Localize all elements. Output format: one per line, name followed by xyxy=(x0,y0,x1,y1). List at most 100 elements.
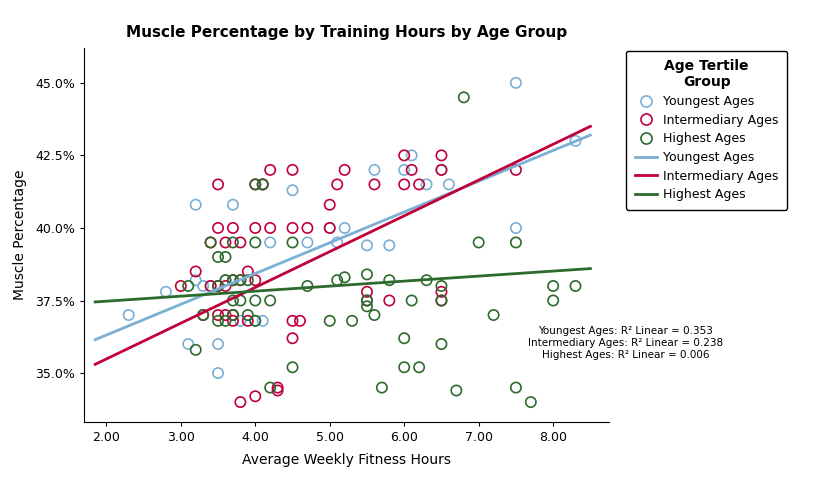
Point xyxy=(234,276,247,284)
Point xyxy=(301,282,314,290)
Point xyxy=(569,282,582,290)
Point xyxy=(524,398,538,406)
Point xyxy=(181,282,195,290)
Point xyxy=(435,340,449,348)
Point xyxy=(397,166,411,174)
Point xyxy=(241,276,255,284)
Point xyxy=(397,152,411,159)
Point xyxy=(405,152,418,159)
Point xyxy=(264,297,277,304)
Point xyxy=(330,276,344,284)
Point xyxy=(249,297,262,304)
Point xyxy=(249,180,262,188)
Point xyxy=(234,297,247,304)
Point xyxy=(368,311,381,319)
Point xyxy=(264,224,277,232)
Point xyxy=(212,224,225,232)
Point xyxy=(360,288,374,296)
Point xyxy=(270,386,284,394)
Point xyxy=(226,311,239,319)
Text: Muscle Percentage by Training Hours by Age Group: Muscle Percentage by Training Hours by A… xyxy=(126,25,567,40)
Point xyxy=(360,297,374,304)
Point xyxy=(449,386,463,394)
Point xyxy=(189,276,202,284)
Point xyxy=(212,340,225,348)
Point xyxy=(226,297,239,304)
Point xyxy=(218,311,232,319)
Point xyxy=(212,282,225,290)
Point xyxy=(256,180,270,188)
Point xyxy=(547,297,560,304)
Point xyxy=(226,276,239,284)
Point xyxy=(212,180,225,188)
Point xyxy=(226,317,239,324)
Point xyxy=(330,239,344,246)
Point xyxy=(160,288,173,296)
Point xyxy=(189,268,202,276)
Point xyxy=(286,363,299,371)
Point xyxy=(286,317,299,324)
Point xyxy=(382,297,396,304)
Point xyxy=(301,224,314,232)
Point xyxy=(204,282,218,290)
Point xyxy=(234,276,247,284)
Point xyxy=(226,239,239,246)
Point xyxy=(286,335,299,342)
Point xyxy=(234,398,247,406)
Point xyxy=(323,317,337,324)
Point xyxy=(174,282,187,290)
Point xyxy=(264,384,277,391)
Point xyxy=(270,384,284,391)
Point xyxy=(382,276,396,284)
Point xyxy=(397,335,411,342)
Point xyxy=(197,311,210,319)
Point xyxy=(218,253,232,261)
Point xyxy=(226,276,239,284)
Point xyxy=(435,297,449,304)
Point xyxy=(234,317,247,324)
X-axis label: Average Weekly Fitness Hours: Average Weekly Fitness Hours xyxy=(242,453,451,467)
Point xyxy=(181,340,195,348)
Point xyxy=(397,363,411,371)
Point xyxy=(286,166,299,174)
Point xyxy=(197,311,210,319)
Point xyxy=(323,201,337,209)
Point xyxy=(435,282,449,290)
Point xyxy=(204,239,218,246)
Point xyxy=(435,297,449,304)
Point xyxy=(345,317,359,324)
Point xyxy=(226,224,239,232)
Legend: Youngest Ages, Intermediary Ages, Highest Ages, Youngest Ages, Intermediary Ages: Youngest Ages, Intermediary Ages, Highes… xyxy=(626,50,787,210)
Point xyxy=(412,180,426,188)
Text: Youngest Ages: R² Linear = 0.353
Intermediary Ages: R² Linear = 0.238
Highest Ag: Youngest Ages: R² Linear = 0.353 Interme… xyxy=(528,326,723,360)
Point xyxy=(212,282,225,290)
Point xyxy=(569,137,582,144)
Point xyxy=(509,79,522,87)
Point xyxy=(472,239,486,246)
Point xyxy=(218,282,232,290)
Point xyxy=(249,317,262,324)
Point xyxy=(249,180,262,188)
Point xyxy=(249,317,262,324)
Point xyxy=(547,282,560,290)
Point xyxy=(509,224,522,232)
Point xyxy=(509,166,522,174)
Point xyxy=(375,384,389,391)
Point xyxy=(218,239,232,246)
Point xyxy=(218,276,232,284)
Point xyxy=(397,180,411,188)
Point xyxy=(241,268,255,276)
Point xyxy=(405,166,418,174)
Point xyxy=(435,166,449,174)
Point xyxy=(360,271,374,278)
Point xyxy=(234,239,247,246)
Point xyxy=(323,224,337,232)
Point xyxy=(338,166,351,174)
Point xyxy=(256,180,270,188)
Point xyxy=(420,180,433,188)
Point xyxy=(435,152,449,159)
Point xyxy=(435,166,449,174)
Point xyxy=(189,346,202,354)
Point xyxy=(264,166,277,174)
Point xyxy=(212,317,225,324)
